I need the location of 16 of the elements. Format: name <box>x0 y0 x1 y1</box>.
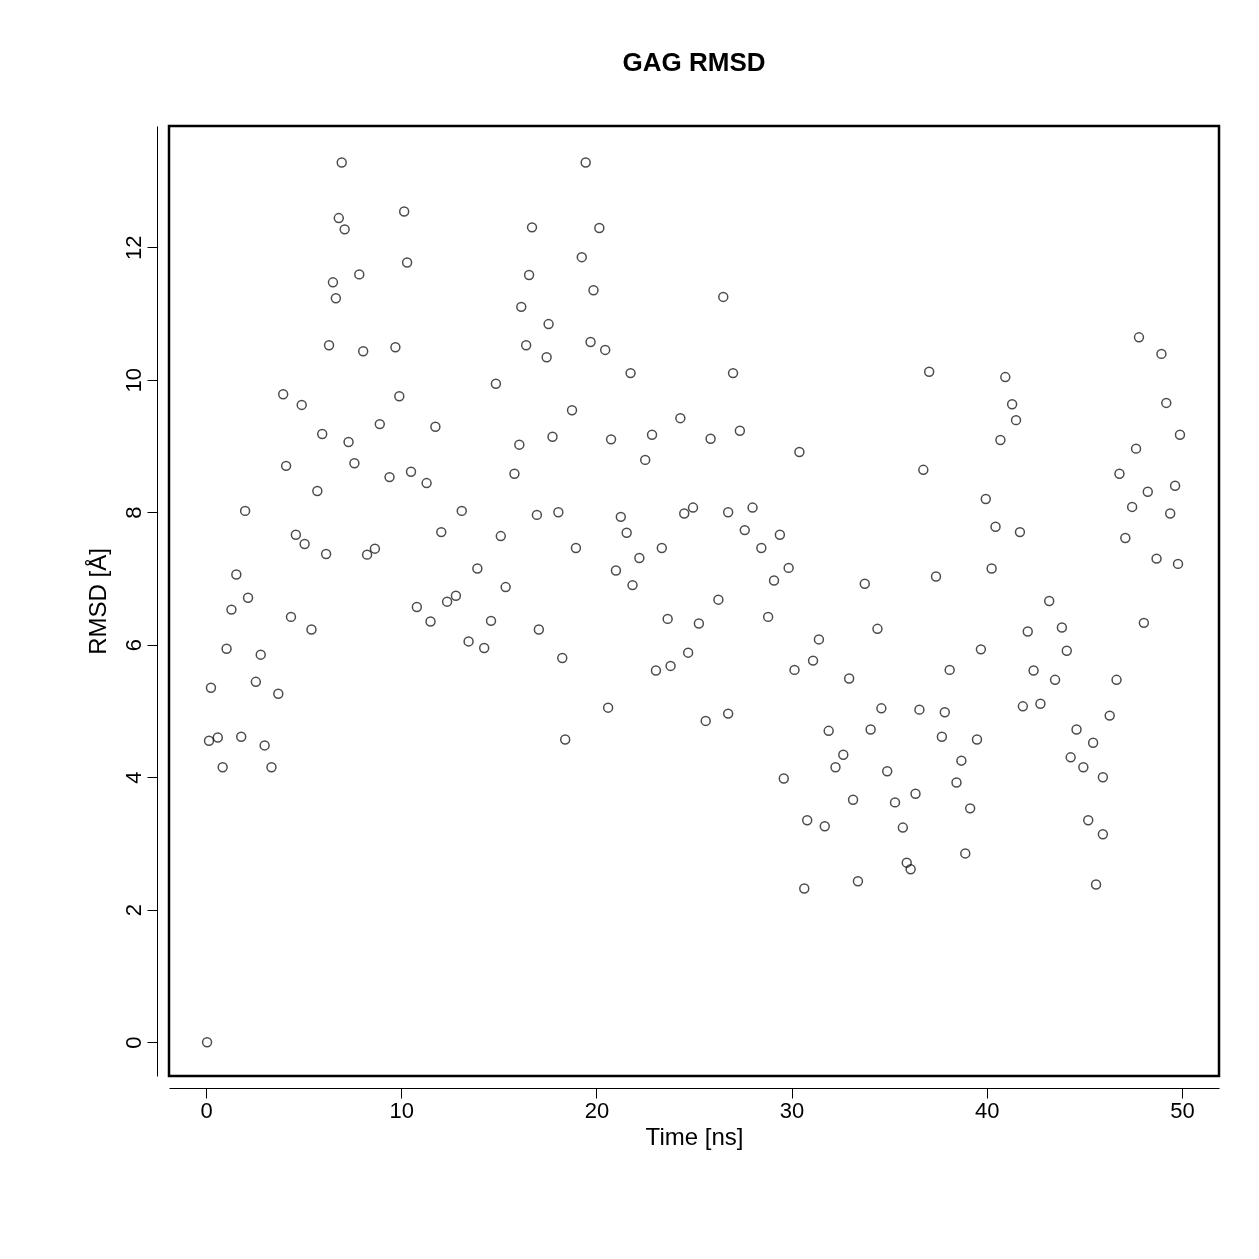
y-axis-title: RMSD [Å] <box>83 548 111 655</box>
y-tick-label: 10 <box>120 367 146 393</box>
y-tick-label: 0 <box>120 1036 146 1049</box>
y-tick-label: 4 <box>120 771 146 784</box>
x-tick-label: 10 <box>389 1097 414 1123</box>
y-tick-label: 8 <box>120 506 146 519</box>
x-tick-label: 20 <box>584 1097 610 1123</box>
y-tick-label: 12 <box>120 235 146 260</box>
x-axis-title: Time [ns] <box>645 1122 744 1150</box>
y-tick-label: 6 <box>120 639 146 652</box>
y-tick-label: 2 <box>120 904 146 917</box>
x-tick-label: 50 <box>1170 1097 1195 1123</box>
chart-title: GAG RMSD <box>622 47 766 77</box>
x-tick-label: 0 <box>200 1097 213 1123</box>
x-tick-label: 40 <box>975 1097 1000 1123</box>
x-tick-label: 30 <box>779 1097 805 1123</box>
